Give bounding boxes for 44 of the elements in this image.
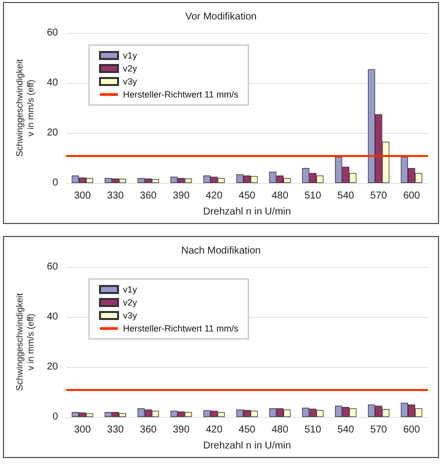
x-tick-label: 450: [238, 190, 256, 202]
legend-label: v3y: [123, 310, 138, 320]
y-tick-label: 20: [46, 362, 58, 372]
legend-label: Hersteller-Richtwert 11 mm/s: [123, 324, 239, 334]
x-tick-label: 450: [238, 424, 256, 436]
x-tick-label: 600: [403, 424, 420, 436]
y-tick-label: 0: [52, 178, 58, 188]
chart-title: Vor Modifikation: [185, 12, 257, 22]
x-tick-label: 360: [140, 190, 158, 202]
x-axis-title: Drehzahl n in U/min: [203, 440, 291, 452]
legend-label: Hersteller-Richtwert 11 mm/s: [123, 90, 239, 100]
x-tick-label: 540: [337, 190, 355, 202]
x-tick-label: 420: [206, 424, 223, 436]
y-tick-label: 40: [46, 312, 58, 322]
y-axis-title: Schwinggeschwindigkeit v in mm/s (eff): [14, 292, 36, 391]
x-tick-label: 480: [272, 190, 289, 202]
y-tick-label: 60: [46, 262, 58, 272]
x-tick-label: 480: [272, 424, 289, 436]
y-tick-label: 60: [46, 28, 58, 38]
legend-label: v3y: [123, 76, 138, 86]
y-tick-label: 20: [46, 128, 58, 138]
x-tick-label: 510: [304, 424, 322, 436]
x-tick-label: 330: [107, 424, 124, 436]
x-tick-label: 300: [74, 424, 92, 436]
legend-label: v1y: [123, 284, 138, 294]
x-tick-label: 330: [107, 190, 124, 202]
legend-label: v1y: [123, 50, 138, 60]
x-tick-label: 600: [403, 190, 420, 202]
x-tick-label: 300: [74, 190, 92, 202]
legend-label: v2y: [123, 64, 138, 74]
x-tick-label: 570: [370, 190, 388, 202]
x-axis-title: Drehzahl n in U/min: [203, 206, 291, 218]
x-tick-label: 390: [172, 424, 190, 436]
x-tick-label: 540: [337, 424, 355, 436]
y-axis-title: Schwinggeschwindigkeit v in mm/s (eff): [14, 58, 36, 157]
x-tick-label: 570: [370, 424, 388, 436]
x-tick-label: 360: [140, 424, 158, 436]
x-tick-label: 420: [206, 190, 223, 202]
x-tick-label: 390: [172, 190, 190, 202]
x-tick-label: 510: [304, 190, 322, 202]
y-tick-label: 40: [46, 78, 58, 88]
legend-label: v2y: [123, 298, 138, 308]
y-tick-label: 0: [52, 412, 58, 422]
chart-title: Nach Modifikation: [181, 246, 261, 256]
